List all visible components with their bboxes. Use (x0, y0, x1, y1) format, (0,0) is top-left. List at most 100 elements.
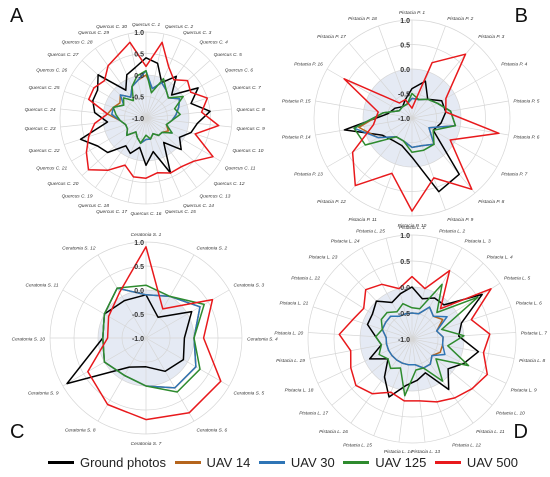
spoke-line (411, 338, 493, 406)
category-label: Pistacia L. 19 (276, 358, 305, 364)
category-label: Ceratonia S. 5 (234, 391, 265, 397)
spoke-line (373, 338, 413, 436)
spoke-line (110, 117, 147, 197)
category-label: Quercus C. 10 (233, 148, 264, 154)
spoke-line (411, 247, 463, 340)
category-label: Ceratonia S. 2 (197, 246, 228, 252)
spoke-line (64, 117, 147, 145)
legend-item-uav-125: UAV 125 (343, 455, 426, 470)
spoke-line (350, 338, 413, 424)
spoke-line (411, 338, 451, 436)
tick-label: 1.0 (134, 30, 144, 37)
tick-label: 1.0 (134, 240, 144, 247)
category-label: Pistacia P. 15 (282, 99, 311, 105)
category-label: Quercus C. 12 (214, 181, 245, 187)
category-label: Ceratonia S. 6 (197, 428, 228, 434)
spoke-line (326, 68, 413, 119)
category-label: Pistacia P. 17 (317, 34, 346, 40)
spoke-line (145, 48, 197, 119)
category-label: Pistacia L. 14 (384, 449, 413, 455)
category-label: Pistacia L. 15 (343, 442, 372, 448)
category-label: Ceratonia S. 7 (131, 441, 162, 447)
spoke-line (411, 68, 498, 119)
category-label: Pistacia P. 9 (447, 217, 473, 223)
category-label: Pistacia L. 23 (309, 255, 338, 261)
series-line-uav-125 (353, 92, 457, 154)
category-label: Quercus C. 13 (200, 194, 231, 200)
category-label: Pistacia L. 10 (496, 411, 525, 417)
category-label: Quercus C. 28 (62, 39, 93, 45)
spoke-line (97, 254, 147, 339)
spoke-line (331, 338, 413, 406)
category-label: Quercus C. 27 (47, 52, 78, 58)
category-label: Pistacia L. 9 (511, 387, 537, 393)
legend-swatch (258, 460, 285, 464)
category-label: Pistacia P. 7 (501, 172, 527, 178)
category-label: Ceratonia S. 12 (62, 246, 96, 252)
category-label: Pistacia P. 12 (317, 199, 346, 205)
legend-label: UAV 125 (375, 454, 427, 470)
category-label: Pistacia P. 6 (513, 134, 539, 140)
tick-label: -0.5 (398, 311, 410, 318)
panel-label: B (515, 5, 528, 27)
legend-label: UAV 500 (466, 454, 518, 470)
spoke-line (60, 108, 147, 119)
tick-label: -1.0 (398, 116, 410, 123)
legend-swatch (434, 460, 461, 464)
spoke-line (411, 262, 484, 340)
spoke-line (145, 337, 230, 387)
spoke-line (308, 332, 413, 340)
spoke-line (411, 100, 509, 119)
category-label: Quercus C. 6 (225, 68, 254, 74)
category-label: Pistacia L. 2 (439, 228, 465, 234)
category-label: Pistacia L. 7 (521, 331, 547, 337)
category-label: Ceratonia S. 10 (12, 337, 46, 343)
category-label: Quercus C. 18 (78, 203, 109, 209)
tick-label: -0.5 (132, 95, 144, 102)
tick-label: 0.0 (134, 73, 144, 80)
tick-label: 0.5 (134, 52, 144, 59)
tick-label: -0.5 (132, 312, 144, 319)
category-label: Pistacia L. 16 (319, 429, 348, 435)
category-label: Quercus C. 20 (47, 181, 78, 187)
category-label: Ceratonia S. 4 (247, 337, 278, 343)
category-label: Pistacia L. 21 (279, 300, 308, 306)
category-label: Pistacia L. 12 (452, 442, 481, 448)
legend-item-ground-photos: Ground photos (48, 455, 166, 470)
category-label: Quercus C. 23 (25, 126, 56, 132)
tick-label: -0.5 (398, 92, 410, 99)
category-label: Ceratonia S. 9 (28, 391, 59, 397)
category-label: Pistacia L. 13 (411, 449, 440, 455)
series-line-uav-500 (338, 269, 492, 403)
category-label: Pistacia P. 18 (348, 16, 377, 22)
category-label: Pistacia L. 8 (519, 358, 545, 364)
series-line-uav-500 (85, 41, 220, 179)
spoke-line (145, 91, 228, 119)
spoke-line (81, 60, 147, 119)
category-label: Pistacia L. 25 (356, 228, 385, 234)
spoke-line (324, 282, 413, 340)
category-label: Pistacia L. 22 (291, 276, 320, 282)
category-label: Quercus C. 25 (29, 85, 60, 91)
spoke-line (326, 117, 413, 168)
category-label: Pistacia P. 8 (478, 199, 504, 205)
spoke-line (127, 117, 147, 203)
category-label: Pistacia P. 1 (399, 10, 425, 16)
tick-label: 0.0 (134, 288, 144, 295)
spoke-line (60, 117, 147, 128)
category-label: Ceratonia S. 8 (65, 428, 96, 434)
spoke-line (317, 338, 413, 384)
spoke-line (411, 338, 515, 359)
tick-label: 0.5 (134, 264, 144, 271)
legend: Ground photos UAV 14 UAV 30 UAV 125 UAV … (48, 452, 518, 472)
spoke-line (97, 337, 147, 422)
category-label: Quercus C. 5 (214, 52, 243, 58)
spoke-line (95, 48, 147, 119)
series-line-uav-125 (112, 69, 184, 144)
category-label: Ceratonia S. 1 (131, 232, 162, 238)
series-line-uav-125 (374, 283, 479, 397)
legend-swatch (343, 460, 370, 464)
legend-swatch (174, 460, 201, 464)
spoke-line (145, 60, 211, 119)
category-label: Quercus C. 1 (132, 22, 161, 28)
